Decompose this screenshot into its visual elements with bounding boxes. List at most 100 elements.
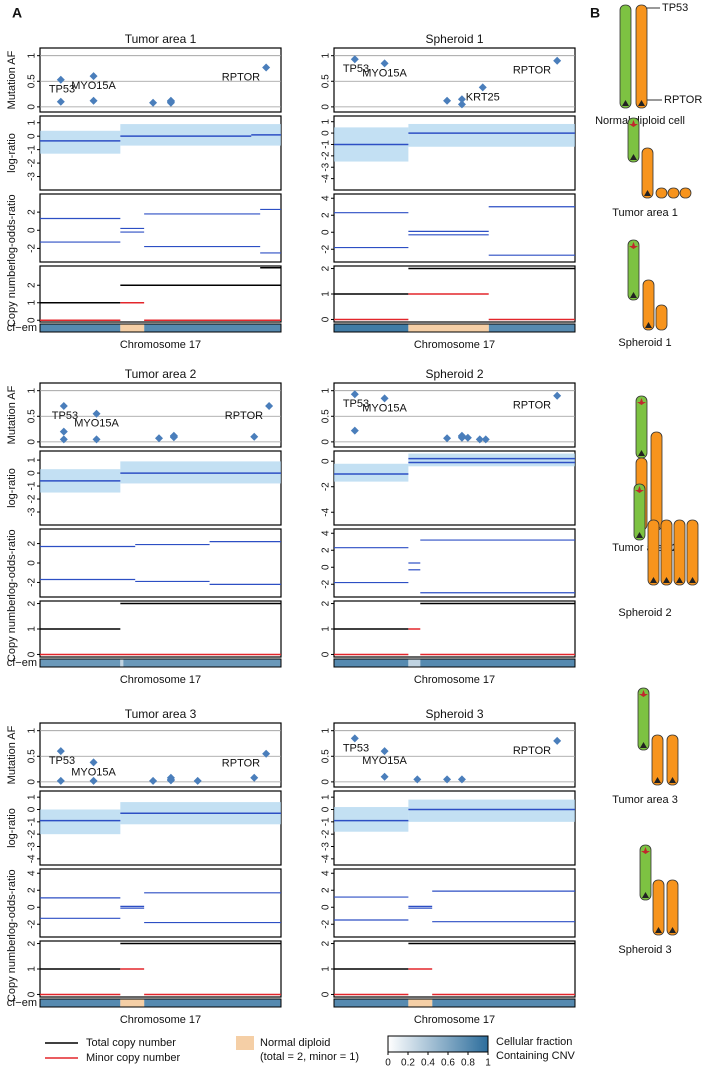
y-tick-label: 0 [27,470,38,476]
cf-segment [144,324,281,332]
y-tick-label: 0.5 [321,409,332,423]
chromosome-tip [655,927,662,933]
cf-segment [40,324,121,332]
y-tick-label: 0 [321,316,332,322]
mutation-point [149,776,158,785]
chromosome-tip [654,777,661,783]
cf-segment [334,324,409,332]
chromosome [655,304,668,331]
mutation-star [639,690,648,697]
mutation-star [629,120,638,127]
y-tick-label: 0 [27,104,38,110]
log-ratio-cloud [408,799,575,822]
y-tick-label: -2 [321,482,332,491]
cf-segment [144,999,281,1007]
log-ratio-cloud [334,807,409,832]
y-tick-label: 0.5 [321,749,332,763]
y-tick-label: 1 [27,387,38,393]
mutation-star [629,242,638,249]
gene-label: RPTOR [225,410,263,422]
diagram-label: Tumor area 3 [612,794,678,806]
mutation-point [250,432,259,441]
mutation-point [89,776,98,785]
cf-segment [40,999,121,1007]
y-tick-label: -1 [27,817,38,826]
y-tick-label: 2 [27,940,38,946]
y-tick-label: 0 [27,227,38,233]
y-tick-label: 1 [321,387,332,393]
mutation-point [169,431,178,440]
y-tick-label: -4 [321,507,332,516]
y-tick-label: 0 [321,806,332,812]
y-tick-label: 1 [321,727,332,733]
log-ratio-cloud [334,463,409,482]
colorbar [387,1035,489,1053]
mutation-point [265,402,274,411]
y-tick-label: 0 [321,130,332,136]
legend-text: Normal diploid [260,1037,330,1049]
mutation-point [89,96,98,105]
gene-label: MYO15A [362,755,407,767]
chromosome [679,187,692,199]
mutation-point [149,98,158,107]
y-tick-label: -1 [321,817,332,826]
y-tick-label: 0 [321,458,332,464]
y-tick-label: 2 [27,887,38,893]
y-tick-label: 1 [321,794,332,800]
chromosome [627,117,640,163]
colorbar-tick-label: 0.4 [421,1058,435,1069]
x-axis-label: Chromosome 17 [414,674,495,686]
y-tick-label: -2 [27,158,38,167]
diagram-label: Spheroid 1 [618,337,671,349]
mutation-point [380,772,389,781]
y-tick-label: 0.5 [27,749,38,763]
chromosome-tip [644,190,651,196]
x-axis-label: Chromosome 17 [414,339,495,351]
gene-label: RPTOR [222,71,260,83]
mutation-point [443,434,452,443]
x-axis-label: Chromosome 17 [120,674,201,686]
mutation-point [56,75,65,84]
y-axis-label: log-odds-ratio [6,194,18,261]
y-tick-label: 0 [321,229,332,235]
y-tick-label: 1 [27,794,38,800]
y-axis-label: log-ratio [6,808,18,848]
track-frame [333,868,576,938]
mutation-point [478,83,487,92]
chromosome [619,4,632,109]
y-tick-label: 0.5 [27,409,38,423]
y-tick-label: 1 [27,120,38,126]
y-tick-label: 1 [27,52,38,58]
cf-bar-frame [333,323,576,333]
chromosome [650,431,663,531]
y-axis-label: Mutation AF [6,385,18,444]
gene-label: MYO15A [362,67,407,79]
mutation-point [457,100,466,109]
mutation-point [350,390,359,399]
legend-text: Total copy number [86,1037,176,1049]
panel-label: A [12,5,22,21]
y-tick-label: 1 [27,626,38,632]
y-tick-label: 2 [321,212,332,218]
y-tick-label: 0 [27,439,38,445]
y-tick-label: 1 [321,966,332,972]
track-frame [39,47,282,113]
panel-title: Spheroid 3 [425,707,483,721]
colorbar-tick-label: 0.2 [401,1058,415,1069]
log-ratio-cloud [408,453,575,467]
y-tick-label: 2 [321,600,332,606]
mutation-point [481,435,490,444]
mutation-point [56,97,65,106]
mutation-point [59,435,68,444]
chromosome [673,519,686,586]
y-tick-label: -1 [321,140,332,149]
mutation-point [380,394,389,403]
cf-segment [334,659,409,667]
cf-label: cf−em [7,657,37,669]
track-frame [333,47,576,113]
chromosome-tip [663,577,670,583]
y-axis-label: log-ratio [6,133,18,173]
mutation-point [89,758,98,767]
y-tick-label: 4 [321,870,332,876]
chromosome [641,147,654,199]
